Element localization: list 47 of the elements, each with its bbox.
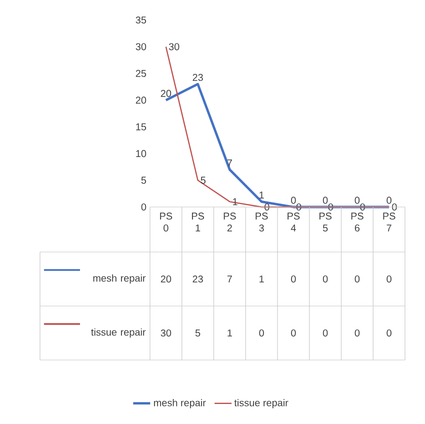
data-label: 7 <box>227 276 232 282</box>
data-label: 0 <box>354 275 360 283</box>
data-label: 0 <box>354 329 360 337</box>
data-label: 0 <box>259 329 264 337</box>
x-tick-label: PS 2 <box>224 212 236 232</box>
y-tick-label: 20 <box>136 96 146 104</box>
text: mesh repair <box>93 274 146 284</box>
text: 1 <box>260 192 264 198</box>
text: 23 <box>192 74 203 81</box>
x-tick-label: PS 4 <box>288 212 300 232</box>
y-tick-label: 15 <box>136 123 146 130</box>
text: 20 <box>160 90 172 97</box>
y-tick-label: 10 <box>136 150 146 158</box>
data-label: 0 <box>322 329 328 337</box>
y-tick-label: 35 <box>136 16 146 24</box>
y-tick-label: 0 <box>141 203 146 211</box>
data-label: 0 <box>386 275 392 283</box>
data-label: 0 <box>386 329 392 337</box>
text: 30 <box>168 43 180 50</box>
data-label: 30 <box>160 329 172 337</box>
x-tick-label: PS 0 <box>160 212 172 232</box>
x-tick-label: PS 5 <box>319 212 332 232</box>
text: 0 <box>291 196 296 204</box>
data-label: 20 <box>160 275 172 283</box>
y-tick-label: 30 <box>136 43 146 50</box>
text: 5 <box>200 176 206 184</box>
y-tick-label: 25 <box>136 70 146 77</box>
x-tick-label: PS 3 <box>256 212 268 232</box>
text: 0 <box>392 203 397 211</box>
data-label: 5 <box>195 330 200 336</box>
text: 0 <box>264 203 270 211</box>
text: 0 <box>322 196 328 204</box>
x-tick-label: PS 6 <box>351 212 364 232</box>
legend-label: tissue repair <box>234 398 288 408</box>
data-label: 0 <box>322 275 328 283</box>
text: tissue repair <box>91 328 146 338</box>
y-tick-label: 5 <box>141 176 146 184</box>
x-tick-label: PS 1 <box>192 212 204 232</box>
x-tick-label: PS 7 <box>383 212 396 232</box>
text: 0 <box>386 196 392 204</box>
data-label: 0 <box>291 275 296 283</box>
data-label: 0 <box>291 329 296 337</box>
legend-label: mesh repair <box>154 398 206 408</box>
text: 0 <box>354 196 360 204</box>
data-label: 1 <box>228 330 232 336</box>
data-label: 1 <box>260 276 264 282</box>
data-label: 23 <box>192 275 203 283</box>
